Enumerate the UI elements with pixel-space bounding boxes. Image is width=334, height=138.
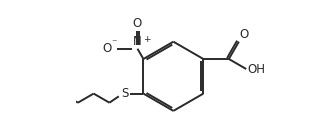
Text: N: N (133, 35, 142, 48)
Text: O: O (133, 17, 142, 30)
Text: O: O (103, 42, 112, 55)
Text: S: S (122, 87, 129, 100)
Text: O: O (240, 28, 249, 41)
Text: OH: OH (247, 63, 265, 75)
Text: +: + (143, 35, 151, 44)
Text: ⁻: ⁻ (112, 38, 117, 48)
